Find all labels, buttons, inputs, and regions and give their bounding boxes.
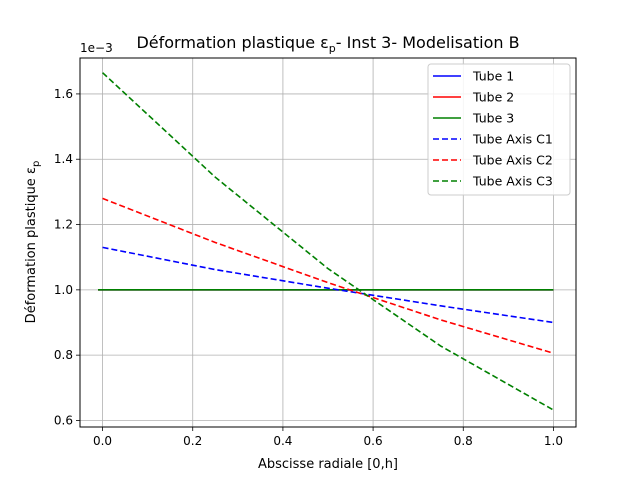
y-offset-text: 1e−3 (80, 41, 113, 55)
y-tick-label: 0.8 (54, 348, 73, 362)
x-tick-label: 0.4 (273, 434, 292, 448)
legend-label-3: Tube 3 (472, 111, 514, 126)
legend-label-6: Tube Axis C3 (472, 174, 553, 189)
x-tick-label: 0.0 (93, 434, 112, 448)
chart-title: Déformation plastique εp- Inst 3- Modeli… (136, 33, 519, 55)
x-axis-label: Abscisse radiale [0,h] (258, 457, 398, 472)
series-line-6 (102, 72, 554, 411)
legend: Tube 1 Tube 2 Tube 3 Tube Axis C1 Tube Axis … (427, 63, 571, 196)
data-series (98, 72, 554, 411)
y-tick-label: 1.0 (54, 283, 73, 297)
legend-label-4: Tube Axis C1 (472, 132, 553, 147)
legend-label-2: Tube 2 (472, 90, 514, 105)
x-tick-label: 0.8 (454, 434, 473, 448)
y-tick-label: 0.6 (54, 413, 73, 427)
x-tick-label: 0.2 (183, 434, 202, 448)
y-tick-label: 1.2 (54, 218, 73, 232)
series-line-4 (102, 246, 554, 324)
y-axis-label: Déformation plastique εp (24, 161, 42, 324)
y-axis-ticks: 0.6 0.8 1.0 1.2 1.4 1.6 (54, 87, 80, 427)
x-tick-label: 0.6 (364, 434, 383, 448)
legend-label-1: Tube 1 (472, 69, 514, 84)
legend-label-5: Tube Axis C2 (472, 153, 553, 168)
series-line-5 (102, 197, 554, 354)
y-tick-label: 1.4 (54, 152, 73, 166)
x-axis-ticks: 0.0 0.2 0.4 0.6 0.8 1.0 (93, 427, 563, 448)
x-tick-label: 1.0 (544, 434, 563, 448)
y-tick-label: 1.6 (54, 87, 73, 101)
plot-area-frame (79, 57, 577, 428)
legend-box (427, 63, 571, 196)
